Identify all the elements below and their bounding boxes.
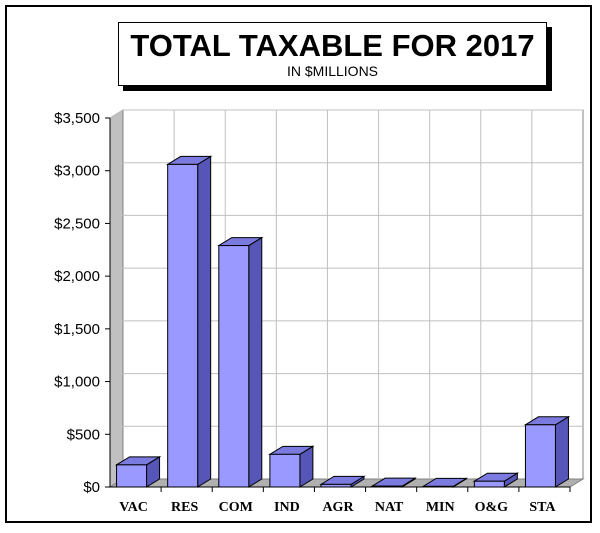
bar [217, 236, 264, 488]
y-tick-label: $1,500 [54, 321, 100, 338]
x-tick-label: RES [171, 500, 198, 515]
bar-front [167, 163, 199, 488]
label-layer: $0 $500 $1,000 $1,500 $2,000 $2,500 $3,000 $3,5… [54, 110, 556, 515]
y-tick-label: $3,500 [54, 110, 100, 127]
title-box: TOTAL TAXABLE FOR 2017 IN $MILLIONS [118, 22, 547, 86]
bar [472, 472, 520, 488]
bar-front [422, 485, 454, 488]
bar-front [524, 424, 556, 488]
hgrid-wall-line [109, 373, 124, 382]
x-tick-label: COM [219, 500, 253, 515]
bar-front [218, 245, 250, 488]
hgrid-wall-line [109, 267, 124, 277]
bar-layer [114, 155, 571, 488]
y-tick-label: $500 [67, 426, 100, 443]
bar [319, 475, 366, 488]
bar [523, 415, 571, 488]
y-tick-label: $0 [83, 479, 100, 496]
x-tick-label: MIN [426, 500, 455, 515]
hgrid-wall-line [109, 215, 124, 224]
bar [165, 155, 213, 488]
bar-front [473, 480, 505, 488]
bar-front [269, 453, 301, 488]
bar-side [248, 236, 263, 488]
x-tick-label: STA [529, 500, 556, 515]
x-tick-label: VAC [119, 500, 148, 515]
bar-front [320, 483, 352, 488]
bar [268, 445, 315, 488]
x-tick-label: IND [274, 500, 300, 515]
hgrid-wall-line [109, 320, 124, 330]
bar [370, 477, 417, 488]
chart-title: TOTAL TAXABLE FOR 2017 [130, 28, 535, 63]
x-tick-label: AGR [322, 500, 354, 515]
x-tick-label: O&G [475, 500, 509, 515]
bar-front [371, 485, 403, 488]
bar-front [116, 464, 148, 488]
bar [421, 477, 468, 488]
y-tick-label: $3,000 [54, 163, 100, 180]
y-tick-label: $2,500 [54, 215, 100, 232]
bar-side [197, 155, 212, 488]
hgrid-wall-line [109, 109, 124, 119]
y-tick-label: $1,000 [54, 374, 100, 391]
y-tick-label: $2,000 [54, 268, 100, 285]
bar-side [554, 415, 569, 488]
hgrid-wall-line [109, 425, 124, 435]
hgrid-wall-line [109, 162, 124, 172]
x-tick-label: NAT [375, 500, 404, 515]
chart-subtitle: IN $MILLIONS [286, 63, 379, 79]
bar [114, 455, 162, 488]
